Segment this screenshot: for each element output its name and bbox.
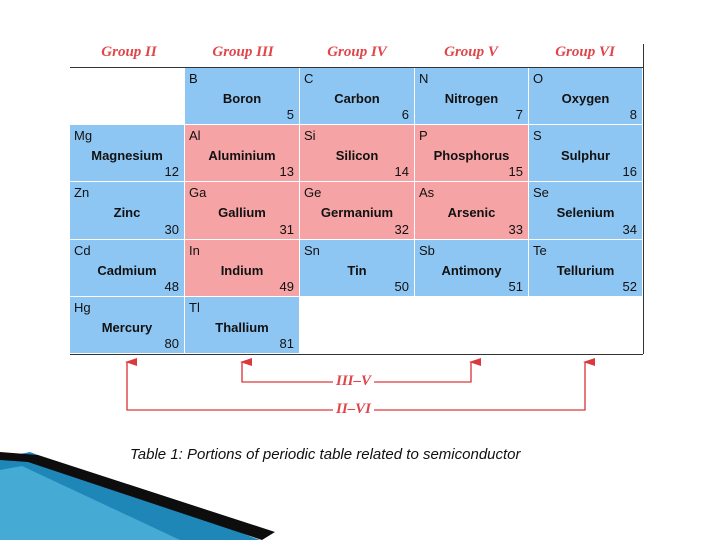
element-cell-antimony: Sb Antimony 51 (415, 239, 529, 297)
element-cell-germanium: Ge Germanium 32 (300, 182, 415, 240)
corner-decoration (0, 452, 275, 540)
table-bottom-line (70, 354, 643, 355)
element-symbol: Tl (189, 299, 200, 315)
element-name: Nitrogen (444, 91, 499, 106)
element-symbol: Sb (419, 242, 435, 258)
element-name: Phosphorus (433, 148, 510, 164)
element-symbol: In (189, 242, 200, 258)
element-symbol: Al (189, 128, 201, 144)
element-name: Aluminium (208, 148, 276, 164)
element-name: Selenium (556, 205, 615, 221)
element-cell-gallium: Ga Gallium 31 (185, 182, 300, 240)
element-cell-boron: B Boron 5 (185, 68, 300, 126)
atomic-number: 7 (515, 107, 523, 123)
element-name: Antimony (441, 262, 502, 278)
element-cell-oxygen: O Oxygen 8 (529, 68, 643, 126)
element-symbol: S (533, 128, 542, 144)
atomic-number: 50 (394, 278, 409, 294)
element-name: Zinc (113, 205, 141, 221)
element-name: Thallium (215, 319, 269, 335)
element-symbol: Te (533, 242, 547, 258)
atomic-number: 5 (286, 107, 294, 123)
atomic-number: 15 (508, 164, 523, 180)
element-symbol: Ge (304, 185, 322, 201)
element-cell-indium: In Indium 49 (185, 239, 300, 297)
element-symbol: Mg (74, 128, 93, 144)
element-name: Boron (222, 91, 262, 106)
atomic-number: 8 (629, 107, 637, 123)
element-name: Germanium (320, 205, 394, 221)
periodic-table-grid: B Boron 5 C Carbon 6 N Nitrogen 7 O Oxygen 8 Mg Magne… (70, 68, 643, 354)
element-name: Tellurium (556, 262, 615, 278)
element-symbol: Sn (304, 242, 320, 258)
element-name: Carbon (334, 91, 380, 106)
table-caption: Table 1: Portions of periodic table rela… (130, 446, 521, 463)
element-symbol: Se (533, 185, 549, 201)
element-cell-nitrogen: N Nitrogen 7 (415, 68, 529, 126)
atomic-number: 12 (164, 164, 179, 180)
element-cell-selenium: Se Selenium 34 (529, 182, 643, 240)
ii-vi-label: II–VI (333, 401, 375, 418)
element-cell-cadmium: Cd Cadmium 48 (70, 239, 185, 297)
element-symbol: B (189, 71, 198, 86)
element-symbol: C (304, 71, 314, 86)
group-header-6: Group VI (555, 44, 615, 60)
element-cell-magnesium: Mg Magnesium 12 (70, 125, 185, 183)
element-symbol: As (419, 185, 435, 201)
element-name: Silicon (335, 148, 379, 164)
element-name: Cadmium (97, 262, 157, 278)
element-cell-zinc: Zn Zinc 30 (70, 182, 185, 240)
element-name: Indium (220, 262, 264, 278)
table-top-line (70, 67, 643, 68)
atomic-number: 33 (508, 221, 523, 237)
element-cell-aluminium: Al Aluminium 13 (185, 125, 300, 183)
element-cell-silicon: Si Silicon 14 (300, 125, 415, 183)
atomic-number: 32 (394, 221, 409, 237)
atomic-number: 34 (622, 221, 637, 237)
atomic-number: 31 (279, 221, 294, 237)
element-cell-sulphur: S Sulphur 16 (529, 125, 643, 183)
element-symbol: Hg (74, 299, 91, 315)
element-symbol: Zn (74, 185, 90, 201)
atomic-number: 6 (401, 107, 409, 123)
element-symbol: Si (304, 128, 316, 144)
atomic-number: 80 (164, 335, 179, 351)
element-name: Arsenic (447, 205, 496, 221)
element-name: Tin (347, 262, 367, 278)
element-cell-tellurium: Te Tellurium 52 (529, 239, 643, 297)
element-name: Oxygen (561, 91, 610, 106)
element-name: Gallium (218, 205, 266, 221)
atomic-number: 30 (164, 221, 179, 237)
element-symbol: P (419, 128, 428, 144)
atomic-number: 49 (279, 278, 294, 294)
table-right-line (643, 44, 644, 354)
element-name: Sulphur (560, 148, 611, 164)
atomic-number: 52 (622, 278, 637, 294)
atomic-number: 13 (279, 164, 294, 180)
element-symbol: N (419, 71, 429, 86)
element-symbol: Ga (189, 185, 207, 201)
atomic-number: 14 (394, 164, 409, 180)
group-header-4: Group IV (327, 44, 387, 60)
element-cell-arsenic: As Arsenic 33 (415, 182, 529, 240)
element-cell-tin: Sn Tin 50 (300, 239, 415, 297)
group-header-5: Group V (444, 44, 498, 60)
group-header-2: Group II (101, 44, 157, 60)
element-cell-thallium: Tl Thallium 81 (185, 296, 300, 354)
iii-v-label: III–V (333, 373, 375, 390)
element-name: Magnesium (91, 148, 163, 164)
atomic-number: 51 (508, 278, 523, 294)
element-symbol: Cd (74, 242, 91, 258)
element-cell-phosphorus: P Phosphorus 15 (415, 125, 529, 183)
element-cell-mercury: Hg Mercury 80 (70, 296, 185, 354)
atomic-number: 81 (279, 335, 294, 351)
atomic-number: 16 (622, 164, 637, 180)
atomic-number: 48 (164, 278, 179, 294)
element-name: Mercury (101, 319, 153, 335)
element-symbol: O (533, 71, 544, 86)
element-cell-carbon: C Carbon 6 (300, 68, 415, 126)
group-header-3: Group III (212, 44, 274, 60)
